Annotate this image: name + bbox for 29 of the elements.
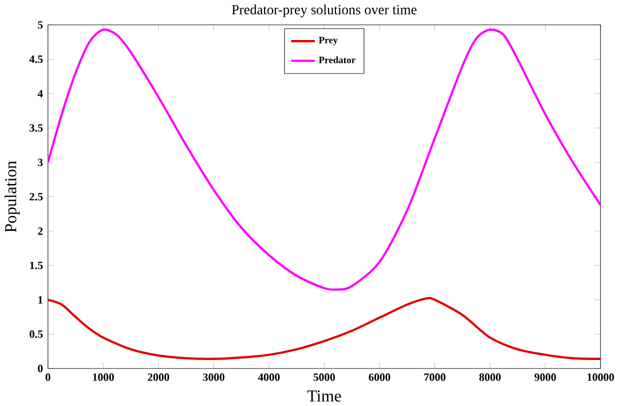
y-tick-label: 4.5 bbox=[29, 55, 43, 63]
line-series bbox=[48, 28, 601, 291]
x-tick-label: 5000 bbox=[314, 373, 335, 381]
y-tick-label: 1 bbox=[38, 296, 42, 304]
y-tick-label: 1.5 bbox=[30, 262, 43, 270]
y-tick-label: 2.5 bbox=[30, 192, 43, 200]
y-tick-label: 3.5 bbox=[30, 124, 43, 132]
y-tick-label: 5 bbox=[38, 21, 43, 28]
y-tick-label: 0.5 bbox=[30, 330, 43, 338]
x-tick-label: 3000 bbox=[203, 373, 224, 381]
y-tick-label: 2 bbox=[38, 227, 43, 235]
x-axis-title: Time bbox=[307, 390, 341, 402]
x-tick-label: 7000 bbox=[424, 373, 446, 381]
chart-title: Predator-prey solutions over time bbox=[232, 4, 417, 18]
y-tick-label: 0 bbox=[38, 364, 43, 372]
x-tick-label: 10000 bbox=[588, 373, 614, 381]
x-tick-label: 1000 bbox=[93, 373, 114, 381]
x-tick-label: 9000 bbox=[534, 373, 556, 381]
y-tick-label: 3 bbox=[38, 158, 43, 166]
x-tick-label: 6000 bbox=[368, 373, 390, 381]
legend-label: Prey bbox=[318, 36, 338, 46]
y-tick-label: 4 bbox=[38, 90, 43, 98]
x-tick-label: 2000 bbox=[148, 373, 170, 381]
x-tick-label: 8000 bbox=[479, 373, 501, 381]
x-tick-label: 0 bbox=[46, 373, 50, 381]
legend-label: Predator bbox=[318, 56, 356, 64]
line-series bbox=[48, 296, 601, 360]
x-tick-label: 4000 bbox=[258, 373, 280, 381]
y-axis-title: Population bbox=[4, 160, 20, 232]
